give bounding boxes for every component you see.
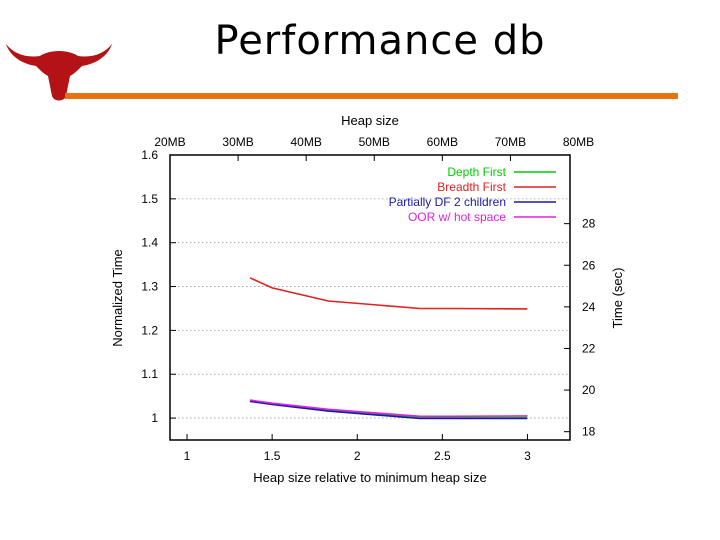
y-tick-label: 1.5 bbox=[141, 192, 158, 206]
y-tick-label: 1.4 bbox=[141, 236, 158, 250]
x2-tick-label: 50MB bbox=[359, 135, 390, 149]
x-tick-label: 1.5 bbox=[264, 449, 281, 463]
legend-label: Depth First bbox=[447, 165, 506, 179]
orange-divider bbox=[65, 93, 678, 99]
y-tick-label: 1.1 bbox=[141, 367, 158, 381]
x2-tick-label: 60MB bbox=[427, 135, 458, 149]
x-tick-label: 2 bbox=[354, 449, 361, 463]
y-tick-label: 1.2 bbox=[141, 323, 158, 337]
legend-label: Breadth First bbox=[437, 180, 506, 194]
series-line-breadth-first bbox=[249, 277, 528, 310]
y2-tick-label: 24 bbox=[582, 300, 596, 314]
x2-tick-label: 80MB bbox=[563, 135, 594, 149]
series-line-oor-w-hot-space bbox=[249, 399, 528, 418]
series-line-partially-df-2-children bbox=[249, 400, 528, 420]
x2-tick-label: 30MB bbox=[222, 135, 253, 149]
x-tick-label: 2.5 bbox=[434, 449, 451, 463]
y-tick-label: 1 bbox=[151, 411, 158, 425]
slide-title: Performance db bbox=[214, 18, 546, 64]
x2-tick-label: 70MB bbox=[495, 135, 526, 149]
legend-label: OOR w/ hot space bbox=[408, 210, 506, 224]
axis-ticks: 1 1.1 1.2 1.3 1.4 1.5 1.6 1 1.5 2 2.5 3 20MB 30MB 40MB… bbox=[141, 135, 595, 463]
x-tick-label: 3 bbox=[524, 449, 531, 463]
x2-tick-label: 40MB bbox=[290, 135, 321, 149]
y2-tick-label: 20 bbox=[582, 383, 596, 397]
longhorn-logo-icon bbox=[6, 44, 112, 101]
y-axis-title: Normalized Time bbox=[110, 249, 125, 347]
x-axis-title: Heap size relative to minimum heap size bbox=[253, 470, 486, 485]
y2-tick-label: 26 bbox=[582, 258, 596, 272]
x-tick-label: 1 bbox=[184, 449, 191, 463]
y-tick-label: 1.3 bbox=[141, 280, 158, 294]
y2-tick-label: 18 bbox=[582, 425, 596, 439]
plot-frame bbox=[169, 154, 571, 441]
y2-tick-label: 28 bbox=[582, 217, 596, 231]
y2-axis-title: Time (sec) bbox=[610, 268, 625, 329]
x2-axis-title: Heap size bbox=[341, 113, 399, 128]
legend-label: Partially DF 2 children bbox=[389, 195, 506, 209]
x2-tick-label: 20MB bbox=[154, 135, 185, 149]
series-lines bbox=[249, 277, 528, 420]
y2-tick-label: 22 bbox=[582, 341, 596, 355]
y-tick-label: 1.6 bbox=[141, 148, 158, 162]
series-line-depth-first bbox=[249, 399, 528, 419]
